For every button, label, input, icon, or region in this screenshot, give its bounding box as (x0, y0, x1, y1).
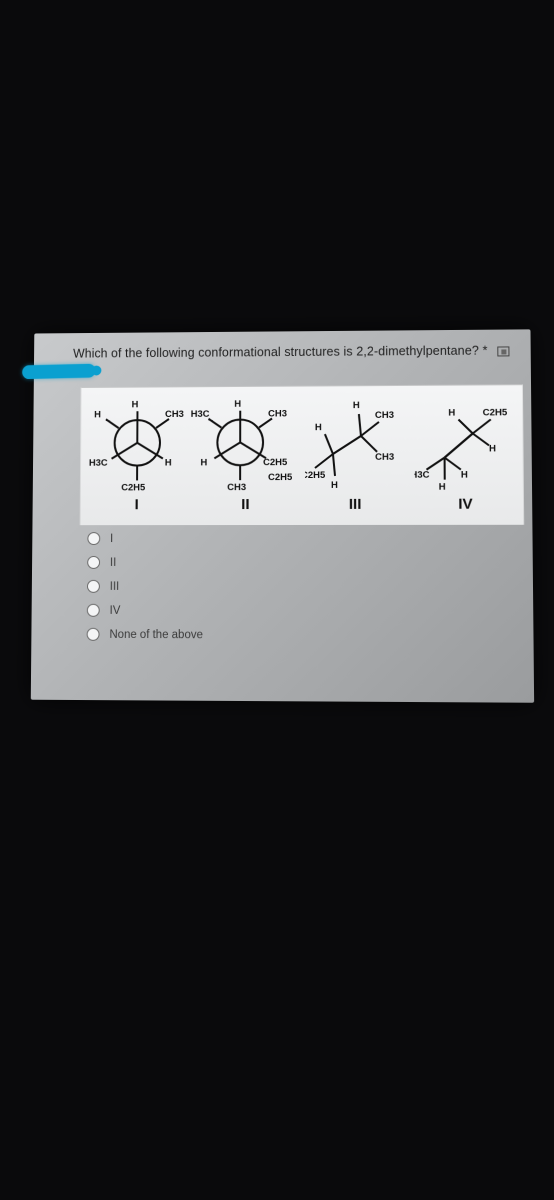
lbl: H (315, 421, 322, 432)
option-2[interactable]: II (87, 556, 203, 569)
lbl: CH3 (375, 409, 394, 420)
lbl: CH3 (165, 408, 184, 419)
roman-1: I (83, 496, 191, 513)
lbl: H (235, 398, 242, 409)
lbl: C2H5 (263, 456, 287, 467)
structure-4: H C2H5 H H3C H H IV (410, 391, 521, 513)
lbl: H (94, 408, 101, 419)
structures-panel: H H CH3 H3C H C2H5 I H H3C CH3 (80, 384, 525, 525)
image-icon (497, 346, 509, 356)
lbl: H (331, 479, 338, 490)
radio-icon[interactable] (87, 628, 100, 641)
question-label: Which of the following conformational st… (73, 344, 488, 361)
lbl: H (461, 468, 468, 479)
lbl: H3C (414, 469, 430, 480)
lbl: C2H5 (268, 471, 292, 482)
options-list: I II III IV None of the above (87, 532, 204, 652)
sawhorse-3: H H CH3 C2H5 CH3 H (305, 392, 406, 496)
option-label: I (110, 533, 113, 545)
lbl: H (489, 442, 496, 453)
option-label: None of the above (109, 628, 203, 640)
lbl: H (353, 399, 360, 410)
photo-region: Which of the following conformational st… (31, 329, 534, 702)
option-1[interactable]: I (87, 532, 203, 545)
option-4[interactable]: IV (87, 604, 203, 617)
newman-2: H H3C CH3 H C2H5 CH3 C2H5 (191, 393, 301, 497)
option-3[interactable]: III (87, 580, 203, 593)
newman-1: H H CH3 H3C H C2H5 (87, 393, 186, 496)
radio-icon[interactable] (87, 604, 100, 617)
lbl: H (164, 456, 171, 467)
roman-3: III (300, 496, 410, 513)
structure-2: H H3C CH3 H C2H5 CH3 C2H5 II (191, 393, 301, 514)
sawhorse-4: H C2H5 H H3C H H (414, 391, 516, 496)
radio-icon[interactable] (87, 556, 100, 569)
structure-1: H H CH3 H3C H C2H5 I (83, 393, 191, 513)
option-label: III (110, 580, 120, 592)
option-label: II (110, 556, 116, 568)
lbl: C2H5 (483, 406, 508, 417)
roman-2: II (191, 496, 301, 513)
lbl: CH3 (268, 407, 287, 418)
option-label: IV (110, 604, 121, 616)
question-text: Which of the following conformational st… (73, 343, 521, 360)
lbl: H (131, 398, 138, 409)
lbl: H (449, 406, 456, 417)
lbl: C2H5 (121, 481, 145, 492)
lbl: H3C (191, 408, 210, 419)
lbl: H (201, 456, 208, 467)
radio-icon[interactable] (87, 532, 100, 545)
lbl: C2H5 (305, 469, 325, 480)
option-5[interactable]: None of the above (87, 628, 203, 641)
radio-icon[interactable] (87, 580, 100, 593)
highlight-marker (22, 364, 95, 379)
roman-4: IV (410, 496, 521, 513)
lbl: H (439, 481, 446, 492)
lbl: H3C (89, 457, 108, 468)
lbl: CH3 (375, 451, 394, 462)
lbl: CH3 (228, 481, 247, 492)
structure-3: H H CH3 C2H5 CH3 H III (300, 392, 410, 513)
